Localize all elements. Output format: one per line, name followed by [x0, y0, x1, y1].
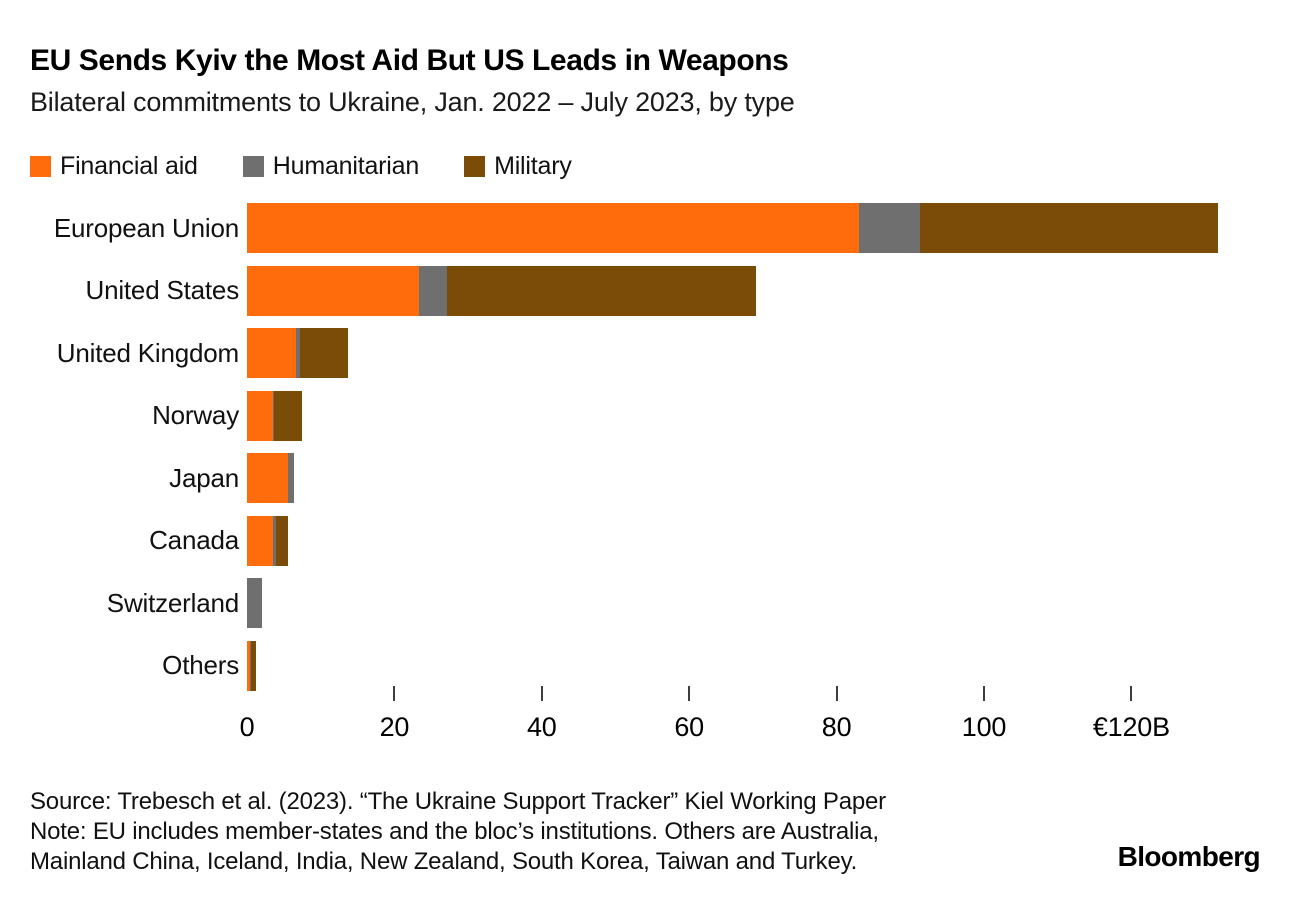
note-line-1: Note: EU includes member-states and the … [30, 818, 879, 845]
bar-segment-humanitarian [288, 453, 295, 504]
bar-segment-military [251, 640, 256, 691]
bar-segment-financial-aid [247, 328, 297, 379]
bar-segment-financial-aid [247, 265, 420, 316]
chart-row-others: Others [30, 635, 1276, 698]
bar-segment-financial-aid [247, 453, 289, 504]
stacked-bar [247, 640, 256, 691]
chart-title: EU Sends Kyiv the Most Aid But US Leads … [30, 44, 789, 77]
stacked-bar [247, 515, 288, 566]
bar-segment-financial-aid [247, 515, 273, 566]
bar-segment-military [919, 203, 1219, 254]
legend-label: Financial aid [60, 152, 198, 180]
legend-item-humanitarian: Humanitarian [242, 152, 420, 181]
chart-row-european-union: European Union [30, 197, 1276, 260]
axis-tick-mark [983, 686, 985, 701]
bar-segment-humanitarian [296, 328, 301, 379]
category-label: Canada [149, 525, 239, 556]
chart-row-canada: Canada [30, 510, 1276, 573]
bar-chart: European Union United States United Kingdo… [30, 197, 1276, 697]
axis-tick-label: 40 [526, 712, 557, 742]
chart-legend: Financial aid Humanitarian Military [30, 152, 572, 181]
axis-tick-label: €120B [1092, 712, 1170, 742]
bar-segment-military [300, 328, 348, 379]
category-label: European Union [53, 212, 239, 243]
chart-header: EU Sends Kyiv the Most Aid But US Leads … [30, 44, 795, 118]
axis-tick-label: 20 [379, 712, 410, 742]
bar-segment-financial-aid [247, 640, 250, 691]
humanitarian-swatch-icon [242, 156, 264, 177]
bar-segment-humanitarian [249, 640, 252, 691]
financial-aid-swatch-icon [30, 156, 51, 177]
chart-row-switzerland: Switzerland [30, 572, 1276, 635]
category-label: Norway [152, 400, 239, 431]
bar-segment-financial-aid [247, 203, 859, 254]
stacked-bar [247, 578, 263, 629]
category-label: United States [85, 275, 240, 306]
legend-label: Humanitarian [272, 152, 420, 180]
legend-label: Military [494, 152, 572, 180]
chart-footer: Source: Trebesch et al. (2023). “The Ukr… [30, 787, 886, 877]
chart-subtitle: Bilateral commitments to Ukraine, Jan. 2… [30, 87, 795, 117]
bar-segment-humanitarian [858, 203, 920, 254]
stacked-bar [247, 328, 348, 379]
stacked-bar [247, 265, 757, 316]
axis-tick-label: 100 [961, 712, 1007, 742]
stacked-bar [247, 453, 295, 504]
category-label: Switzerland [106, 587, 239, 618]
axis-tick-mark [393, 686, 396, 701]
stacked-bar [247, 203, 1219, 254]
chart-row-japan: Japan [30, 447, 1276, 510]
chart-row-united-kingdom: United Kingdom [30, 322, 1276, 385]
bloomberg-logo: Bloomberg [1117, 841, 1261, 872]
bar-segment-humanitarian [247, 578, 263, 629]
category-label: Others [162, 650, 239, 681]
bar-segment-humanitarian [419, 265, 447, 316]
note-line-2: Mainland China, Iceland, India, New Zeal… [30, 848, 858, 875]
chart-row-norway: Norway [30, 385, 1276, 448]
axis-tick-mark [540, 686, 543, 701]
bar-segment-financial-aid [247, 390, 273, 441]
category-label: United Kingdom [56, 337, 239, 368]
x-axis: 0 20 40 60 80 100 €120B [30, 683, 1276, 758]
bar-segment-military [274, 390, 302, 441]
axis-tick-mark [835, 686, 838, 701]
source-line: Source: Trebesch et al. (2023). “The Ukr… [30, 788, 886, 815]
axis-tick-mark [688, 686, 691, 701]
axis-tick-label: 60 [674, 712, 705, 742]
chart-row-united-states: United States [30, 260, 1276, 323]
axis-tick-mark [1130, 686, 1133, 701]
axis-tick-label: 0 [239, 712, 255, 742]
bar-segment-military [275, 515, 288, 566]
bar-segment-military [446, 265, 757, 316]
stacked-bar [247, 390, 302, 441]
bar-segment-humanitarian [272, 390, 275, 441]
axis-tick-label: 80 [821, 712, 852, 742]
military-swatch-icon [464, 156, 486, 177]
legend-item-financial-aid: Financial aid [30, 152, 198, 181]
legend-item-military: Military [464, 152, 572, 181]
category-label: Japan [169, 462, 239, 493]
bar-segment-humanitarian [272, 515, 276, 566]
